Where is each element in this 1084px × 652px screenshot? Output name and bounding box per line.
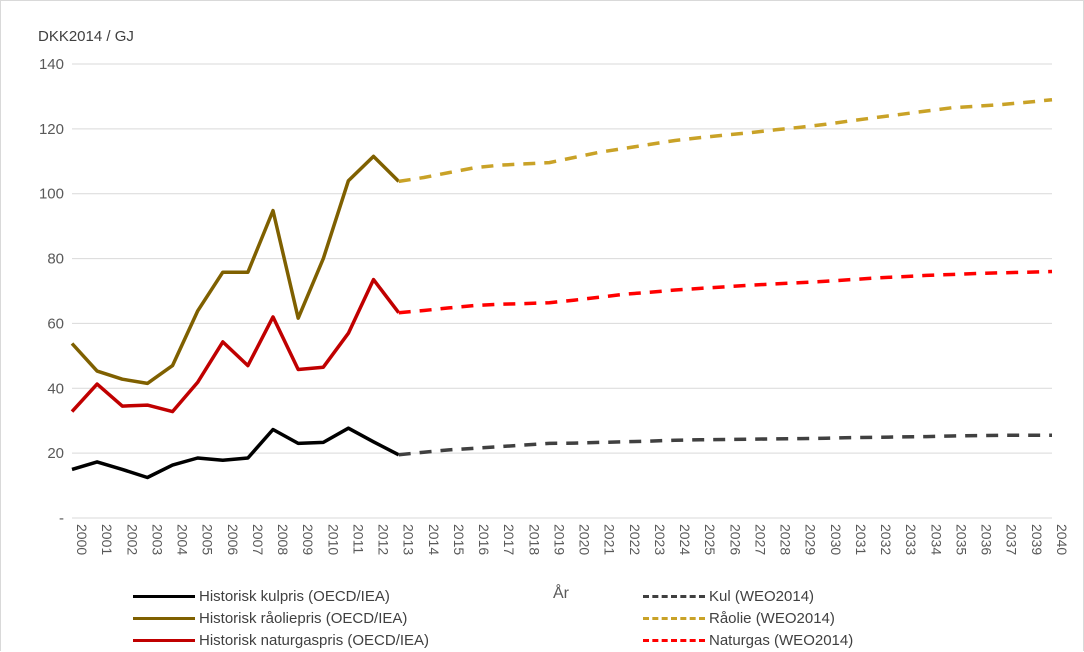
x-tick-label: 2036 — [979, 524, 995, 555]
y-axis-unit-label: DKK2014 / GJ — [38, 28, 134, 45]
legend-item: Kul (WEO2014) — [643, 588, 814, 605]
y-tick-label: 20 — [47, 445, 64, 462]
legend-swatch — [643, 639, 705, 642]
x-tick-label: 2031 — [853, 524, 869, 555]
y-tick-label: 120 — [39, 121, 64, 138]
legend-swatch — [643, 617, 705, 620]
x-tick-label: 2002 — [124, 524, 140, 555]
series-line-6 — [398, 269, 1053, 315]
x-tick-label: 2030 — [828, 524, 844, 555]
y-tick-labels: - 20 40 60 80 100 120 140 — [39, 56, 64, 527]
legend-label: Historisk råoliepris (OECD/IEA) — [199, 610, 408, 627]
legend-item: Historisk naturgaspris (OECD/IEA) — [133, 632, 429, 649]
x-tick-label: 2022 — [627, 524, 643, 555]
series-line-1 — [71, 426, 400, 480]
legend-swatch — [133, 595, 195, 598]
x-tick-label: 2033 — [903, 524, 919, 555]
x-tick-label: 2016 — [476, 524, 492, 555]
x-tick-label: 2008 — [275, 524, 291, 555]
x-tick-label: 2018 — [526, 524, 542, 555]
x-tick-label: 2039 — [1029, 524, 1045, 555]
x-tick-label: 2014 — [426, 524, 442, 555]
series-line-2 — [70, 154, 400, 386]
legend-label: Naturgas (WEO2014) — [709, 632, 854, 649]
y-tick-label: 40 — [47, 380, 64, 397]
x-tick-label: 2037 — [1004, 524, 1020, 555]
series-line-4 — [398, 433, 1052, 457]
x-tick-label: 2019 — [551, 524, 567, 555]
y-tick-label: 80 — [47, 251, 64, 268]
x-tick-label: 2040 — [1054, 524, 1070, 555]
x-tick-label: 2025 — [702, 524, 718, 555]
legend-label: Historisk naturgaspris (OECD/IEA) — [199, 632, 430, 649]
y-tick-label: 60 — [47, 315, 64, 332]
legend-swatch — [643, 595, 705, 598]
legend-item: Historisk kulpris (OECD/IEA) — [133, 588, 390, 605]
x-tick-labels: 2000 2001 2002 2003 2004 2005 2006 2007 2008 2009… — [74, 524, 1070, 555]
legend-swatch — [133, 617, 195, 620]
legend-item: Naturgas (WEO2014) — [643, 632, 853, 649]
x-axis-label: År — [553, 583, 570, 602]
x-tick-label: 2034 — [928, 524, 944, 555]
x-tick-label: 2012 — [376, 524, 392, 555]
x-tick-label: 2005 — [200, 524, 216, 555]
gridlines — [72, 63, 1052, 519]
y-tick-label: 100 — [39, 186, 64, 203]
x-tick-label: 2006 — [225, 524, 241, 555]
x-tick-label: 2015 — [451, 524, 467, 555]
x-tick-label: 2001 — [99, 524, 115, 555]
x-tick-label: 2000 — [74, 524, 90, 555]
x-tick-label: 2029 — [803, 524, 819, 555]
legend-label: Kul (WEO2014) — [709, 588, 815, 605]
legend-label: Historisk kulpris (OECD/IEA) — [199, 588, 390, 605]
series-line-5 — [398, 97, 1053, 184]
x-tick-label: 2003 — [149, 524, 165, 555]
x-tick-label: 2028 — [778, 524, 794, 555]
legend-item: Råolie (WEO2014) — [643, 610, 835, 627]
legend-item: Historisk råoliepris (OECD/IEA) — [133, 610, 407, 627]
x-tick-label: 2032 — [878, 524, 894, 555]
x-tick-label: 2023 — [652, 524, 668, 555]
y-tick-label: 140 — [39, 56, 64, 73]
x-tick-label: 2021 — [602, 524, 618, 555]
x-tick-label: 2017 — [501, 524, 517, 555]
x-tick-label: 2020 — [577, 524, 593, 555]
legend-label: Råolie (WEO2014) — [709, 610, 835, 627]
y-tick-label: - — [59, 510, 64, 527]
x-tick-label: 2027 — [752, 524, 768, 555]
series-line-3 — [70, 277, 401, 414]
x-tick-label: 2011 — [350, 524, 366, 554]
series-lines — [70, 97, 1053, 480]
x-tick-label: 2004 — [175, 524, 191, 555]
x-tick-label: 2009 — [300, 524, 316, 555]
x-tick-label: 2007 — [250, 524, 266, 555]
legend-swatch — [133, 639, 195, 642]
x-tick-label: 2026 — [727, 524, 743, 555]
x-tick-label: 2013 — [401, 524, 417, 555]
x-tick-label: 2035 — [953, 524, 969, 555]
x-tick-label: 2024 — [677, 524, 693, 555]
x-tick-label: 2010 — [325, 524, 341, 555]
